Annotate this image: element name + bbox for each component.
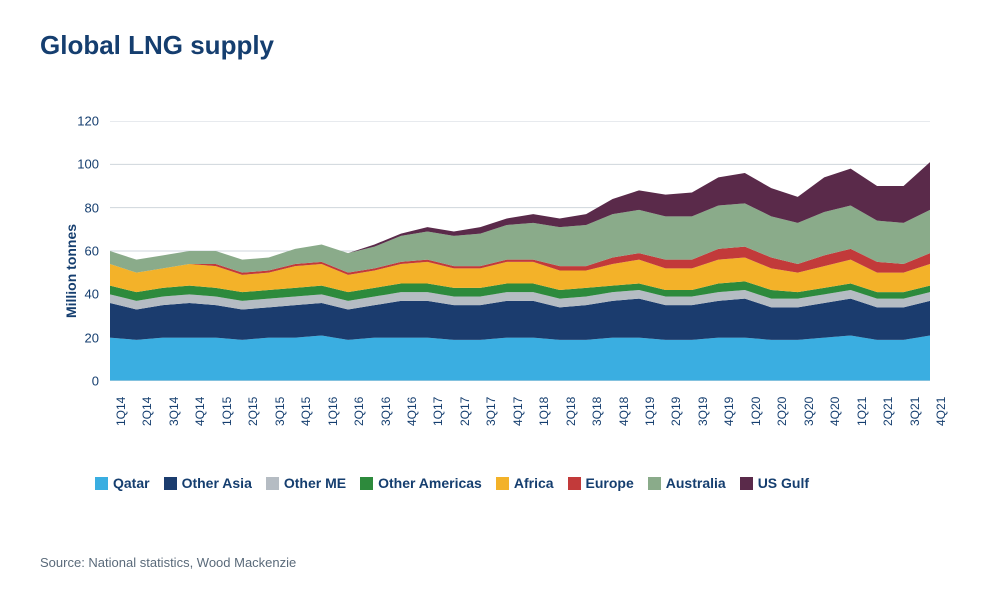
x-tick-label: 2Q14	[140, 397, 154, 426]
legend: Qatar Other Asia Other ME Other Americas Afr…	[95, 475, 965, 491]
legend-item-qatar: Qatar	[95, 475, 150, 491]
legend-label: Africa	[514, 475, 554, 491]
legend-label: Europe	[586, 475, 634, 491]
legend-swatch	[164, 477, 177, 490]
x-tick-label: 1Q20	[749, 397, 763, 426]
x-tick-label: 1Q21	[855, 397, 869, 426]
legend-swatch	[568, 477, 581, 490]
legend-item-us-gulf: US Gulf	[740, 475, 809, 491]
y-tick-label: 60	[85, 244, 99, 259]
area-qatar	[110, 336, 930, 382]
legend-swatch	[360, 477, 373, 490]
chart-area: Million tonnes 020406080100120 1Q142Q143…	[50, 121, 950, 421]
legend-label: Other Asia	[182, 475, 252, 491]
chart-title: Global LNG supply	[40, 30, 960, 61]
x-tick-label: 3Q16	[379, 397, 393, 426]
x-tick-label: 1Q15	[220, 397, 234, 426]
x-tick-label: 3Q19	[696, 397, 710, 426]
x-tick-label: 2Q18	[564, 397, 578, 426]
stacked-area-svg	[110, 121, 930, 381]
source-text: Source: National statistics, Wood Macken…	[40, 555, 296, 570]
x-tick-label: 2Q16	[352, 397, 366, 426]
x-tick-label: 1Q18	[537, 397, 551, 426]
legend-item-africa: Africa	[496, 475, 554, 491]
legend-item-other-americas: Other Americas	[360, 475, 482, 491]
legend-swatch	[496, 477, 509, 490]
x-tick-label: 3Q20	[802, 397, 816, 426]
x-tick-label: 2Q20	[775, 397, 789, 426]
x-tick-label: 2Q17	[458, 397, 472, 426]
legend-item-australia: Australia	[648, 475, 726, 491]
x-tick-label: 3Q21	[908, 397, 922, 426]
legend-swatch	[95, 477, 108, 490]
x-tick-label: 4Q18	[617, 397, 631, 426]
x-ticks: 1Q14 2Q14 3Q14 4Q14 1Q15 2Q15 3Q15 4Q15 1Q16 2Q16…	[110, 386, 930, 456]
x-tick-label: 3Q17	[484, 397, 498, 426]
x-tick-label: 4Q16	[405, 397, 419, 426]
y-tick-label: 120	[77, 114, 99, 129]
plot-area	[110, 121, 930, 381]
legend-swatch	[648, 477, 661, 490]
legend-label: Qatar	[113, 475, 150, 491]
legend-label: Australia	[666, 475, 726, 491]
x-tick-label: 1Q14	[114, 397, 128, 426]
y-ticks: 020406080100120	[50, 121, 105, 381]
x-tick-label: 1Q16	[326, 397, 340, 426]
x-tick-label: 3Q14	[167, 397, 181, 426]
x-tick-label: 2Q19	[669, 397, 683, 426]
legend-swatch	[740, 477, 753, 490]
legend-label: US Gulf	[758, 475, 809, 491]
x-tick-label: 1Q19	[643, 397, 657, 426]
legend-swatch	[266, 477, 279, 490]
legend-item-europe: Europe	[568, 475, 634, 491]
x-tick-label: 4Q14	[193, 397, 207, 426]
legend-item-other-asia: Other Asia	[164, 475, 252, 491]
y-tick-label: 20	[85, 330, 99, 345]
x-tick-label: 3Q18	[590, 397, 604, 426]
legend-label: Other Americas	[378, 475, 482, 491]
x-tick-label: 4Q19	[722, 397, 736, 426]
x-tick-label: 2Q21	[881, 397, 895, 426]
y-tick-label: 40	[85, 287, 99, 302]
x-tick-label: 2Q15	[246, 397, 260, 426]
x-tick-label: 4Q21	[934, 397, 948, 426]
x-tick-label: 4Q15	[299, 397, 313, 426]
chart-container: Global LNG supply Million tonnes 0204060…	[0, 0, 1000, 600]
legend-label: Other ME	[284, 475, 346, 491]
x-tick-label: 1Q17	[431, 397, 445, 426]
y-tick-label: 80	[85, 200, 99, 215]
x-tick-label: 3Q15	[273, 397, 287, 426]
x-tick-label: 4Q20	[828, 397, 842, 426]
y-tick-label: 0	[92, 374, 99, 389]
y-tick-label: 100	[77, 157, 99, 172]
x-tick-label: 4Q17	[511, 397, 525, 426]
legend-item-other-me: Other ME	[266, 475, 346, 491]
